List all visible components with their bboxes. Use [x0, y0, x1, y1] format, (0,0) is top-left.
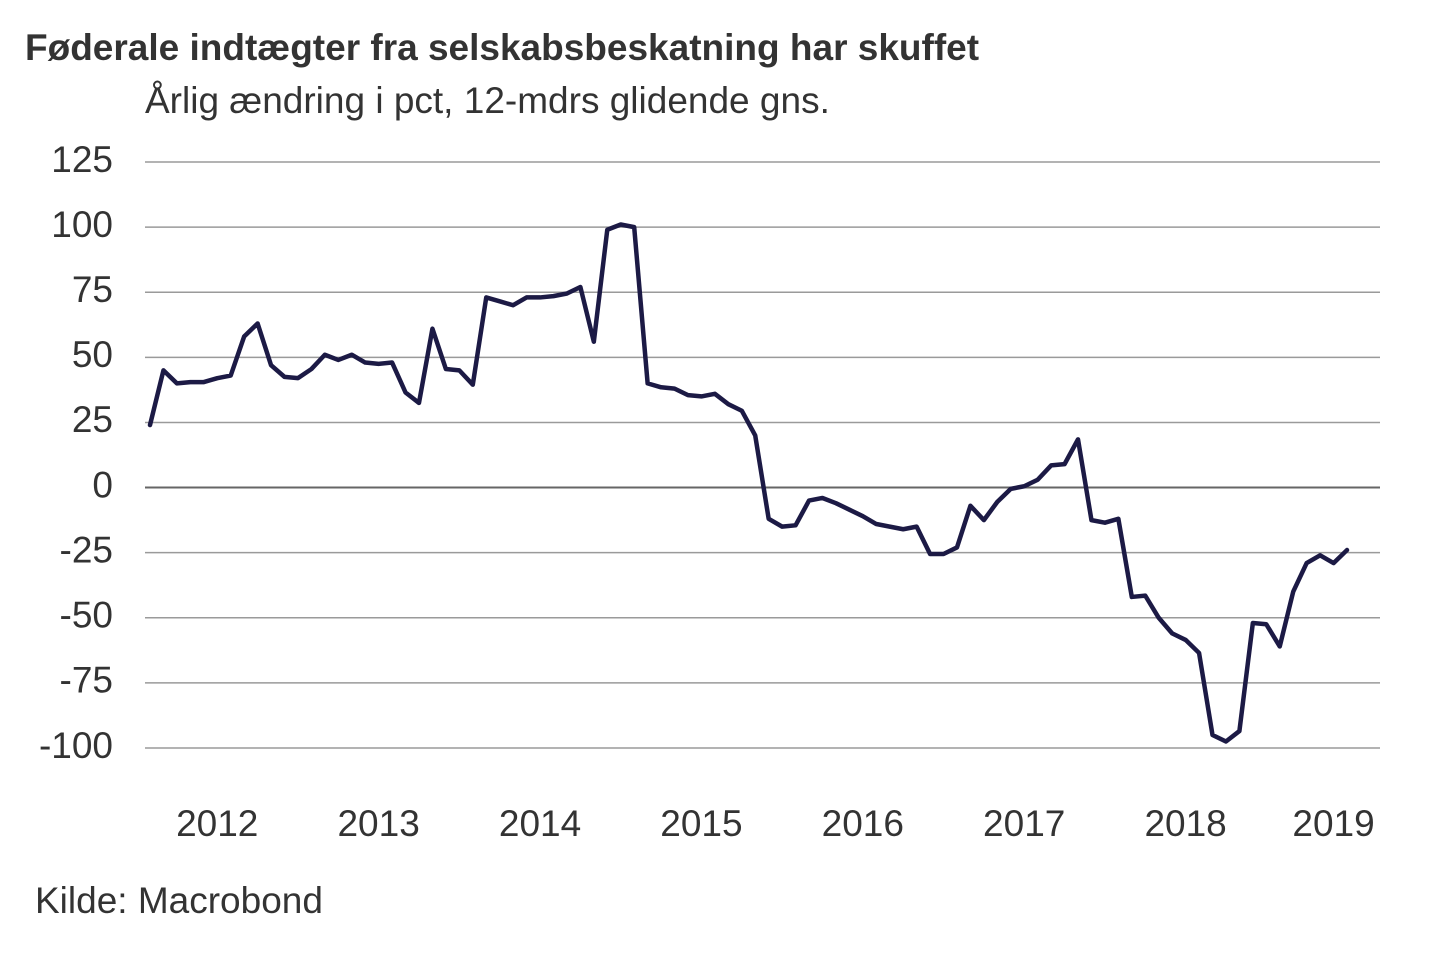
y-tick-label: 0 — [92, 464, 113, 505]
x-tick-label: 2016 — [822, 803, 904, 844]
x-tick-label: 2012 — [176, 803, 258, 844]
source: Kilde: Macrobond — [35, 880, 323, 921]
x-tick-label: 2014 — [499, 803, 581, 844]
y-tick-label: 100 — [51, 204, 113, 245]
y-tick-label: 125 — [51, 139, 113, 180]
y-tick-label: -25 — [60, 529, 113, 570]
chart-title: Føderale indtægter fra selskabsbeskatnin… — [25, 27, 979, 68]
y-tick-label: 25 — [72, 399, 113, 440]
x-tick-label: 2018 — [1144, 803, 1226, 844]
x-tick-label: 2019 — [1292, 803, 1374, 844]
y-tick-label: -100 — [39, 725, 113, 766]
x-tick-label: 2015 — [660, 803, 742, 844]
y-tick-label: 75 — [72, 269, 113, 310]
chart-subtitle: Årlig ændring i pct, 12-mdrs glidende gn… — [145, 80, 830, 121]
x-tick-label: 2017 — [983, 803, 1065, 844]
y-tick-label: -50 — [60, 595, 113, 636]
y-tick-label: 50 — [72, 334, 113, 375]
x-tick-label: 2013 — [337, 803, 419, 844]
y-tick-label: -75 — [60, 660, 113, 701]
data-line — [147, 222, 1350, 744]
